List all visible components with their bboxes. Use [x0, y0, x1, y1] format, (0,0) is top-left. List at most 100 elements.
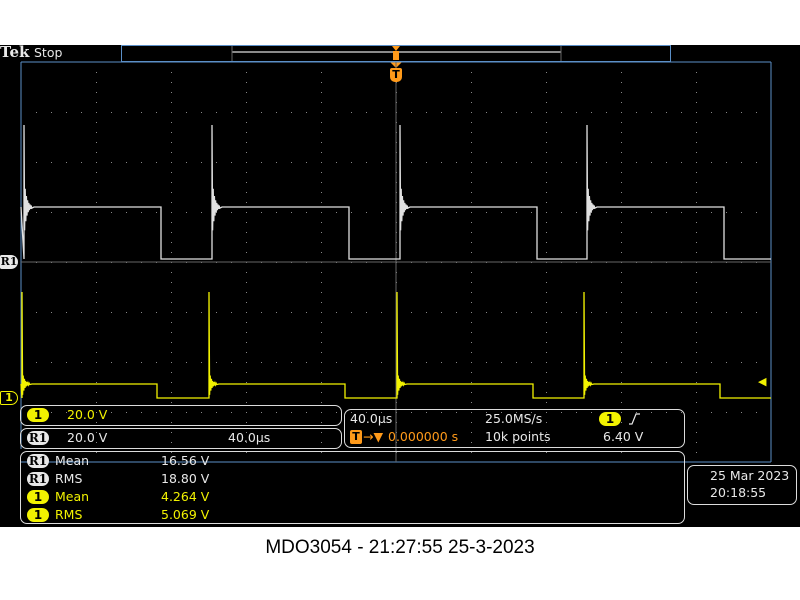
grid-dot	[291, 412, 292, 413]
grid-dot	[321, 132, 322, 133]
ref1-scale-box[interactable]: R1 20.0 V 40.0µs	[20, 428, 342, 449]
grid-dot	[621, 122, 622, 123]
grid-dot	[621, 332, 622, 333]
grid-dot	[441, 312, 442, 313]
grid-dot	[246, 322, 247, 323]
grid-dot	[261, 412, 262, 413]
grid-dot	[696, 152, 697, 153]
grid-dot	[621, 212, 622, 213]
grid-dot	[351, 312, 352, 313]
measurement-badge: R1	[27, 454, 49, 468]
record-length: 10k points	[485, 429, 551, 444]
grid-dot	[336, 412, 337, 413]
grid-dot	[741, 362, 742, 363]
grid-dot	[471, 352, 472, 353]
grid-dot	[606, 312, 607, 313]
grid-dot	[651, 412, 652, 413]
grid-dot	[696, 292, 697, 293]
grid-dot	[246, 72, 247, 73]
grid-dot	[576, 162, 577, 163]
grid-dot	[471, 72, 472, 73]
grid-dot	[546, 402, 547, 403]
grid-dot	[96, 182, 97, 183]
grid-dot	[696, 382, 697, 383]
grid-dot	[471, 152, 472, 153]
grid-dot	[546, 292, 547, 293]
grid-dot	[471, 452, 472, 453]
trigger-level-arrow-icon[interactable]: ◀	[758, 375, 767, 388]
grid-dot	[621, 152, 622, 153]
grid-dot	[216, 112, 217, 113]
grid-dot	[381, 412, 382, 413]
trigger-arrow-icon: →▼	[363, 429, 384, 444]
grid-dot	[171, 152, 172, 153]
grid-dot	[171, 442, 172, 443]
grid-dot	[471, 362, 472, 363]
grid-dot	[621, 452, 622, 453]
grid-dot	[126, 112, 127, 113]
horizontal-trigger-box[interactable]: 40.0µs 25.0MS/s 1 T →▼ 0.000000 s 10k po…	[344, 409, 685, 448]
grid-dot	[486, 112, 487, 113]
grid-dot	[96, 162, 97, 163]
acquisition-status[interactable]: Stop	[34, 45, 63, 60]
grid-dot	[96, 332, 97, 333]
grid-dot	[171, 352, 172, 353]
grid-dot	[171, 222, 172, 223]
grid-dot	[636, 162, 637, 163]
grid-dot	[186, 212, 187, 213]
grid-dot	[711, 362, 712, 363]
grid-dot	[321, 112, 322, 113]
grid-dot	[96, 412, 97, 413]
grid-dot	[351, 212, 352, 213]
grid-dot	[546, 302, 547, 303]
sample-rate: 25.0MS/s	[485, 411, 543, 426]
grid-dot	[546, 182, 547, 183]
grid-dot	[246, 332, 247, 333]
grid-dot	[696, 432, 697, 433]
grid-dot	[576, 312, 577, 313]
grid-dot	[261, 112, 262, 113]
grid-dot	[411, 362, 412, 363]
grid-dot	[96, 242, 97, 243]
grid-dot	[231, 212, 232, 213]
grid-dot	[621, 222, 622, 223]
ref1-ground-marker[interactable]: R1	[0, 255, 18, 269]
channel1-scale-box[interactable]: 1 20.0 V	[20, 405, 342, 426]
grid-dot	[171, 192, 172, 193]
grid-dot	[516, 362, 517, 363]
grid-dot	[696, 212, 697, 213]
grid-dot	[81, 162, 82, 163]
measurement-badge: R1	[27, 472, 49, 486]
grid-dot	[546, 312, 547, 313]
grid-dot	[591, 212, 592, 213]
grid-dot	[696, 202, 697, 203]
grid-dot	[66, 312, 67, 313]
grid-dot	[126, 362, 127, 363]
grid-dot	[621, 422, 622, 423]
grid-dot	[621, 362, 622, 363]
grid-dot	[411, 162, 412, 163]
grid-dot	[531, 162, 532, 163]
grid-dot	[636, 412, 637, 413]
grid-dot	[546, 212, 547, 213]
grid-dot	[96, 432, 97, 433]
datetime-box[interactable]: 25 Mar 2023 20:18:55	[687, 465, 797, 505]
grid-dot	[441, 412, 442, 413]
trigger-position-marker[interactable]: T	[390, 68, 402, 82]
grid-dot	[621, 432, 622, 433]
grid-dot	[696, 122, 697, 123]
grid-dot	[51, 162, 52, 163]
grid-dot	[621, 442, 622, 443]
grid-dot	[651, 112, 652, 113]
grid-dot	[696, 422, 697, 423]
grid-dot	[246, 422, 247, 423]
grid-dot	[96, 352, 97, 353]
grid-dot	[246, 142, 247, 143]
grid-dot	[96, 152, 97, 153]
ch1-ground-marker[interactable]: 1	[0, 391, 18, 405]
measurement-value: 18.80 V	[161, 471, 210, 486]
grid-dot	[666, 312, 667, 313]
grid-dot	[621, 312, 622, 313]
grid-dot	[501, 212, 502, 213]
grid-dot	[411, 312, 412, 313]
